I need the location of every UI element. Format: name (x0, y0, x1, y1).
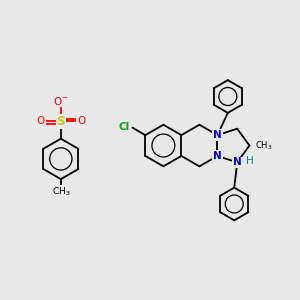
Text: CH$_3$: CH$_3$ (255, 139, 272, 152)
Text: O$^{-}$: O$^{-}$ (53, 95, 69, 107)
Text: N: N (213, 151, 222, 161)
Text: N: N (213, 130, 222, 140)
Text: O: O (37, 116, 45, 127)
Text: H: H (245, 156, 253, 166)
Text: Cl: Cl (119, 122, 130, 132)
Text: N: N (233, 158, 242, 167)
Text: CH$_3$: CH$_3$ (52, 185, 70, 198)
Text: O: O (77, 116, 85, 127)
Text: S: S (57, 115, 65, 128)
